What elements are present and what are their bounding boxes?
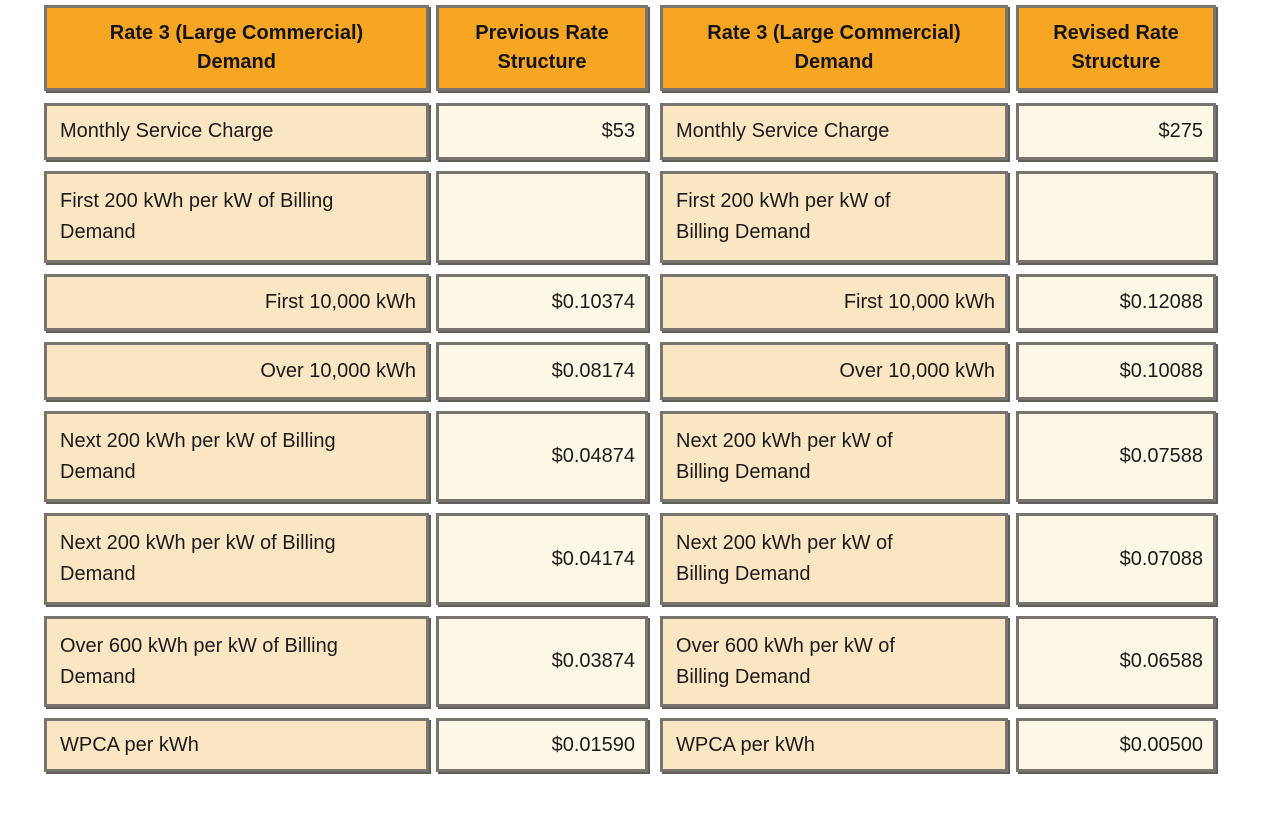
row-label-cell: Over 600 kWh per kW of Billing Demand bbox=[44, 616, 429, 707]
row-label: Monthly Service Charge bbox=[60, 120, 274, 142]
row-label-cell: Monthly Service Charge bbox=[660, 103, 1008, 160]
row-label: Next 200 kWh per kW of Billing Demand bbox=[676, 532, 893, 585]
row-label: Over 10,000 kWh bbox=[260, 359, 416, 382]
table-row: First 200 kWh per kW of Billing Demand F… bbox=[44, 171, 1216, 263]
row-value-cell: $0.07588 bbox=[1016, 411, 1216, 502]
row-value-cell: $0.04174 bbox=[436, 513, 648, 605]
table-row: Next 200 kWh per kW of Billing Demand $0… bbox=[44, 513, 1216, 605]
row-label: Next 200 kWh per kW of Billing Demand bbox=[676, 429, 893, 483]
row-label-cell: Over 10,000 kWh bbox=[44, 342, 429, 400]
row-value-cell: $0.06588 bbox=[1016, 616, 1216, 707]
row-value-cell bbox=[436, 171, 648, 263]
row-value-cell: $0.10088 bbox=[1016, 342, 1216, 400]
revised-demand-header-label: Rate 3 (Large Commercial) Demand bbox=[707, 22, 961, 73]
table-row: Over 10,000 kWh $0.08174 Over 10,000 kWh… bbox=[44, 342, 1216, 400]
row-label: Over 10,000 kWh bbox=[839, 359, 995, 382]
row-value: $275 bbox=[1158, 120, 1204, 142]
header-row: Rate 3 (Large Commercial) Demand Previou… bbox=[44, 5, 1216, 91]
row-value: $0.04874 bbox=[551, 445, 635, 467]
row-value: $0.12088 bbox=[1119, 291, 1203, 313]
row-value-cell: $0.10374 bbox=[436, 274, 648, 331]
row-label: Monthly Service Charge bbox=[676, 120, 890, 142]
previous-demand-header-label: Rate 3 (Large Commercial) Demand bbox=[109, 22, 364, 73]
table-row: Over 600 kWh per kW of Billing Demand $0… bbox=[44, 616, 1216, 707]
row-value: $0.10374 bbox=[551, 291, 635, 313]
row-label: Over 600 kWh per kW of Billing Demand bbox=[676, 634, 895, 688]
row-label: WPCA per kWh bbox=[676, 733, 815, 756]
row-label: Next 200 kWh per kW of Billing Demand bbox=[60, 532, 336, 585]
row-value: $53 bbox=[601, 120, 635, 142]
row-label: Next 200 kWh per kW of Billing Demand bbox=[60, 429, 336, 483]
row-value-cell: $53 bbox=[436, 103, 648, 160]
row-value: $0.07588 bbox=[1119, 445, 1203, 467]
previous-demand-header-cell: Rate 3 (Large Commercial) Demand bbox=[44, 5, 429, 91]
row-label-cell: Next 200 kWh per kW of Billing Demand bbox=[660, 513, 1008, 605]
row-label-cell: Next 200 kWh per kW of Billing Demand bbox=[44, 513, 429, 605]
table-row: Next 200 kWh per kW of Billing Demand $0… bbox=[44, 411, 1216, 502]
table-row: First 10,000 kWh $0.10374 First 10,000 k… bbox=[44, 274, 1216, 331]
row-label-cell: WPCA per kWh bbox=[660, 718, 1008, 772]
row-label: First 10,000 kWh bbox=[264, 291, 416, 313]
row-label-cell: First 10,000 kWh bbox=[660, 274, 1008, 331]
row-value: $0.03874 bbox=[551, 650, 635, 672]
row-label-cell: First 200 kWh per kW of Billing Demand bbox=[660, 171, 1008, 263]
row-value-cell: $0.03874 bbox=[436, 616, 648, 707]
row-value-cell: $0.00500 bbox=[1016, 718, 1216, 772]
row-label: First 10,000 kWh bbox=[843, 291, 995, 313]
row-value: $0.06588 bbox=[1119, 650, 1203, 672]
row-label-cell: First 200 kWh per kW of Billing Demand bbox=[44, 171, 429, 263]
row-value: $0.01590 bbox=[551, 733, 635, 756]
row-label-cell: Over 10,000 kWh bbox=[660, 342, 1008, 400]
row-value-cell bbox=[1016, 171, 1216, 263]
table-row: WPCA per kWh $0.01590 WPCA per kWh $0.00… bbox=[44, 718, 1216, 772]
row-label: First 200 kWh per kW of Billing Demand bbox=[676, 190, 891, 243]
revised-rate-structure-header-label: Revised Rate Structure bbox=[1053, 22, 1179, 73]
row-value-cell: $0.07088 bbox=[1016, 513, 1216, 605]
row-label: Over 600 kWh per kW of Billing Demand bbox=[60, 634, 338, 688]
row-value-cell: $0.12088 bbox=[1016, 274, 1216, 331]
row-label-cell: Over 600 kWh per kW of Billing Demand bbox=[660, 616, 1008, 707]
row-value: $0.04174 bbox=[551, 547, 635, 570]
table-row: Monthly Service Charge $53 Monthly Servi… bbox=[44, 103, 1216, 160]
row-label: WPCA per kWh bbox=[60, 733, 199, 756]
row-label-cell: First 10,000 kWh bbox=[44, 274, 429, 331]
row-value-cell: $0.08174 bbox=[436, 342, 648, 400]
revised-rate-structure-header-cell: Revised Rate Structure bbox=[1016, 5, 1216, 91]
row-value-cell: $275 bbox=[1016, 103, 1216, 160]
row-value: $0.08174 bbox=[551, 359, 635, 382]
rate-comparison-tables: Rate 3 (Large Commercial) Demand Previou… bbox=[44, 5, 1216, 783]
row-value: $0.10088 bbox=[1119, 359, 1203, 382]
row-label-cell: WPCA per kWh bbox=[44, 718, 429, 772]
row-value-cell: $0.01590 bbox=[436, 718, 648, 772]
row-label-cell: Next 200 kWh per kW of Billing Demand bbox=[44, 411, 429, 502]
row-value: $0.07088 bbox=[1119, 547, 1203, 570]
row-value-cell: $0.04874 bbox=[436, 411, 648, 502]
revised-demand-header-cell: Rate 3 (Large Commercial) Demand bbox=[660, 5, 1008, 91]
previous-rate-structure-header-label: Previous Rate Structure bbox=[475, 22, 609, 73]
row-label-cell: Next 200 kWh per kW of Billing Demand bbox=[660, 411, 1008, 502]
row-label-cell: Monthly Service Charge bbox=[44, 103, 429, 160]
row-label: First 200 kWh per kW of Billing Demand bbox=[60, 190, 334, 243]
row-value: $0.00500 bbox=[1119, 733, 1203, 756]
previous-rate-structure-header-cell: Previous Rate Structure bbox=[436, 5, 648, 91]
